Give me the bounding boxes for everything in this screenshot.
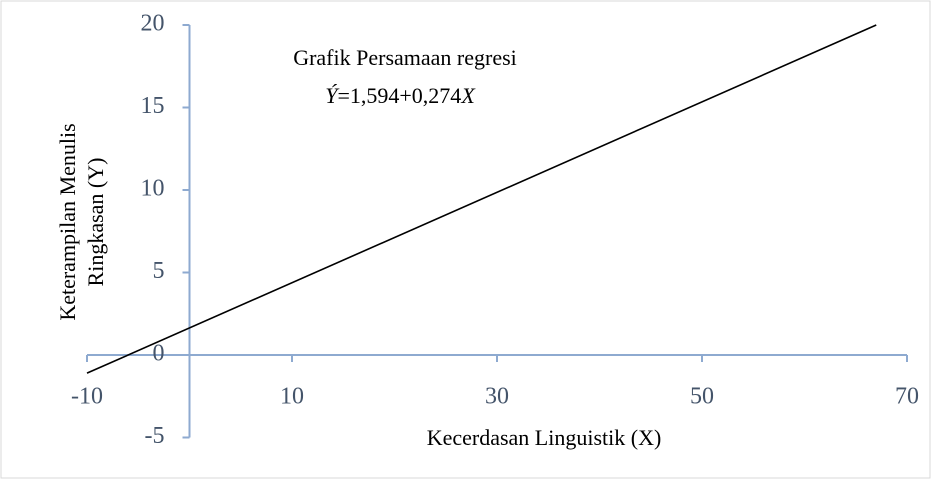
y-tick-label: 20 [141,11,165,37]
equation: Ý=1,594+0,274X [325,83,476,108]
regression-line [86,24,877,374]
x-tick-label: 10 [280,384,304,410]
equation-part: =1,594+0,274 [337,83,461,108]
y-axis-label: Keterampilan Menulis [55,123,80,320]
x-tick-label: 70 [895,384,919,410]
x-tick-label: 50 [690,384,714,410]
y-tick-label: 15 [141,93,165,119]
y-tick-label: 10 [141,176,165,202]
x-tick-label: -10 [71,384,103,410]
y-tick-label: -5 [145,423,165,449]
x-tick-label: 30 [485,384,509,410]
y-tick-label: 5 [153,258,165,284]
y-tick-label: 0 [153,341,165,367]
equation-part: X [460,83,476,108]
y-axis-label: Ringkasan (Y) [83,158,108,287]
equation-part: Ý [325,83,340,108]
annotation: Grafik Persamaan regresi [293,45,517,70]
x-axis-label: Kecerdasan Linguistik (X) [427,425,662,450]
